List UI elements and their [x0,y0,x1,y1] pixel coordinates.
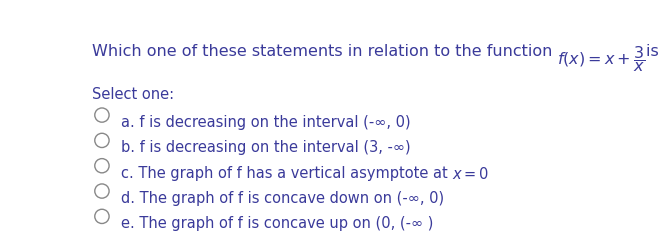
Text: c. The graph of f has a vertical asymptote at: c. The graph of f has a vertical asympto… [121,165,452,180]
Text: d. The graph of f is concave down on (-∞, 0): d. The graph of f is concave down on (-∞… [121,190,444,205]
Text: Select one:: Select one: [92,86,174,102]
Text: Which one of these statements in relation to the function: Which one of these statements in relatio… [92,44,557,59]
Text: b. f is decreasing on the interval (3, -∞): b. f is decreasing on the interval (3, -… [121,140,411,155]
Text: e. The graph of f is concave up on (0, (-∞ ): e. The graph of f is concave up on (0, (… [121,215,433,231]
Text: is: is [645,44,660,59]
Text: $x = 0$: $x = 0$ [452,165,490,181]
Text: $f(x) = x + \dfrac{3}{x}$: $f(x) = x + \dfrac{3}{x}$ [557,44,645,74]
Text: a. f is decreasing on the interval (-∞, 0): a. f is decreasing on the interval (-∞, … [121,115,411,130]
